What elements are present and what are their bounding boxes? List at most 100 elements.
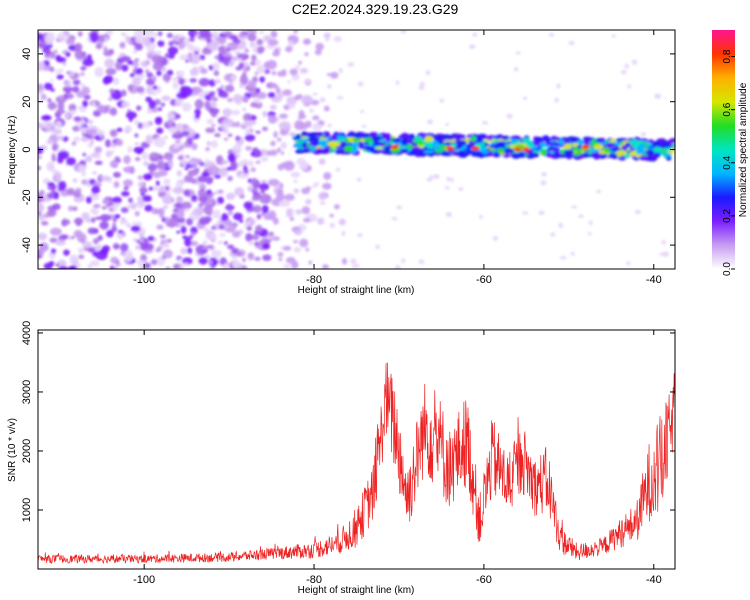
spectrogram-cell: [90, 207, 97, 214]
spectrogram-cell: [178, 77, 186, 86]
spectrogram-cell: [100, 175, 111, 182]
spectrogram-cell: [214, 55, 220, 60]
spectrogram-cell: [186, 137, 194, 146]
spectrogram-cell: [51, 155, 57, 162]
spectrogram-cell: [372, 142, 383, 147]
spectrogram-cell: [298, 138, 309, 143]
spectrogram-cell: [77, 164, 87, 172]
spectrogram-cell: [40, 220, 49, 226]
spectrogram-cell: [84, 157, 93, 163]
spectrogram-cell: [290, 171, 301, 178]
spectrogram-cell: [109, 208, 114, 212]
spectrogram-cell: [38, 61, 46, 72]
spectrogram-cell: [316, 217, 325, 225]
spectrogram-cell: [285, 212, 294, 218]
spectrogram-cell: [130, 202, 138, 210]
spectrogram-cell: [323, 172, 332, 180]
spectrogram-cell: [577, 154, 584, 160]
spectrogram-cell: [82, 100, 88, 108]
spectrogram-cell: [444, 186, 450, 190]
spectrogram-cell: [119, 219, 129, 225]
spectrogram-cell: [488, 151, 494, 157]
spectrogram-cell: [230, 161, 238, 171]
spectrogram-cell: [174, 202, 184, 209]
spectrogram-cell: [397, 145, 408, 149]
spectrogram-cell: [101, 205, 107, 210]
spectrogram-cell: [325, 37, 330, 42]
spectrogram-cell: [375, 244, 381, 249]
spectrogram-cell: [234, 187, 245, 197]
spectrogram-cell: [468, 149, 476, 154]
spectrogram-cell: [548, 33, 555, 37]
spectrogram-cell: [247, 178, 252, 184]
spectrogram-cell: [663, 153, 672, 158]
spectrogram-cell: [135, 244, 141, 250]
spectrogram-cell: [227, 210, 233, 216]
spectrogram-cell: [47, 206, 53, 210]
spectrogram-cell: [459, 134, 466, 140]
spectrogram-cell: [204, 100, 211, 109]
spectrogram-cell: [301, 131, 308, 138]
spectrogram-cell: [38, 155, 42, 160]
spectrogram-cell: [126, 204, 131, 209]
spectrogram-cell: [254, 149, 262, 157]
spectrogram-cell: [199, 68, 208, 74]
spectrogram-cell: [297, 122, 309, 131]
spectrogram-cell: [73, 229, 83, 238]
spectrogram-cell: [52, 191, 60, 200]
spectrogram-cell: [78, 254, 85, 260]
spectrogram-cell: [371, 150, 382, 154]
spectrogram-cell: [50, 88, 55, 92]
spectrogram-cell: [218, 223, 225, 230]
spectrogram-cell: [425, 70, 431, 76]
spectrogram-hotspot: [471, 146, 480, 151]
spectrogram-cell: [167, 158, 173, 163]
spectrogram-cell: [57, 102, 65, 110]
spectrogram-cell: [78, 126, 84, 131]
spectrogram-cell: [496, 141, 507, 146]
spectrogram-cell: [667, 150, 674, 154]
spectrogram-cell: [120, 55, 131, 62]
spectrogram-cell: [38, 242, 49, 252]
spectrogram-cell: [181, 102, 192, 112]
spectrogram-cell: [401, 132, 409, 138]
spectrogram-cell: [176, 208, 185, 219]
spectrogram-cell: [161, 95, 171, 102]
spectrogram-cell: [570, 251, 575, 256]
spectrogram-cell: [137, 122, 144, 129]
colorbar-tick-label: 0.4: [722, 155, 733, 169]
spectrogram-cell: [408, 133, 415, 138]
spectrogram-cell: [157, 246, 163, 251]
spectrogram-cell: [227, 133, 233, 138]
spectrogram-cell: [652, 146, 662, 153]
spectrogram-cell: [63, 249, 70, 256]
spectrogram-cell: [433, 174, 440, 180]
spectrogram-cell: [50, 126, 55, 130]
spectrogram-cell: [142, 195, 152, 202]
spectrogram-cell: [135, 67, 144, 75]
spectrogram-cell: [278, 121, 291, 131]
spectrogram-cell: [155, 116, 163, 122]
spectrogram-cell: [341, 258, 348, 265]
spectrogram-cell: [624, 63, 629, 69]
spectrogram-cell: [409, 149, 419, 156]
spectrogram-cell: [554, 97, 559, 103]
spectrogram-cell: [227, 153, 236, 163]
spectrogram-cell: [227, 97, 234, 103]
spectrogram-cell: [147, 163, 158, 172]
spectrogram-cell: [396, 205, 403, 210]
spectrogram-cell: [194, 113, 201, 119]
spectrogram-cell: [344, 145, 354, 152]
spectrogram-cell: [270, 149, 278, 156]
spectrogram-cell: [71, 141, 77, 146]
spectrogram-cell: [119, 41, 126, 49]
spectrogram-cell: [298, 149, 307, 154]
spectrogram-cell: [588, 220, 593, 226]
spectrogram-cell: [468, 44, 476, 50]
spectrogram-cell: [234, 121, 241, 128]
spectrogram-cell: [127, 146, 133, 153]
spectrogram-cell: [203, 227, 209, 232]
spectrogram-cell: [44, 65, 49, 69]
spectrogram-cell: [173, 145, 180, 149]
spectrogram-cell: [137, 175, 143, 180]
